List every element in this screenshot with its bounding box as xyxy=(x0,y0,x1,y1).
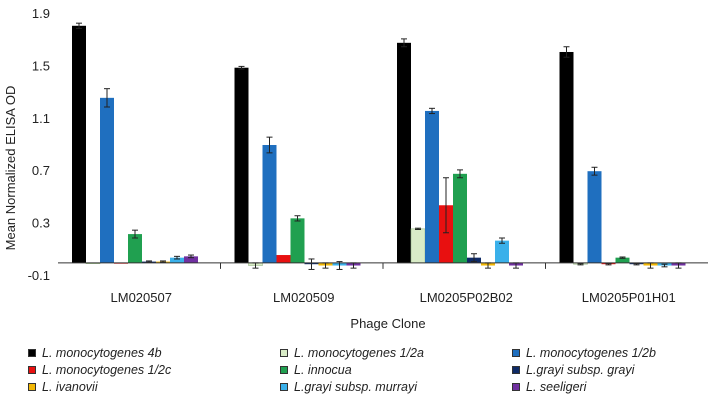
legend-label-genus: L. xyxy=(294,346,305,360)
bar xyxy=(439,205,453,263)
bar xyxy=(72,25,86,263)
x-tick-label: LM0205P02B02 xyxy=(420,290,513,305)
x-tick-label: LM020507 xyxy=(111,290,172,305)
legend-label-species: subsp. murrayi xyxy=(331,380,417,394)
bar xyxy=(495,240,509,263)
bar xyxy=(184,256,198,263)
bar-chart: -0.10.30.71.11.51.9 LM020507 LM020509 LM02… xyxy=(3,6,708,331)
legend-label-genus: L. xyxy=(526,380,537,394)
legend-swatch xyxy=(28,383,36,391)
bar xyxy=(290,218,305,263)
bar xyxy=(425,110,439,263)
legend-item: L. monocytogenes 1/2a xyxy=(280,346,424,360)
legend-label-genus: L. xyxy=(42,346,53,360)
legend-item: L. monocytogenes 1/2c xyxy=(28,363,171,377)
x-tick-label: LM0205P01H01 xyxy=(582,290,676,305)
legend-item: L. innocua xyxy=(280,363,352,377)
legend-swatch xyxy=(280,383,288,391)
legend-label-genus: L.grayi xyxy=(294,380,332,394)
legend-label-species: monocytogenes 1/2c xyxy=(52,363,172,377)
legend-label-genus: L. xyxy=(526,346,537,360)
bar xyxy=(559,51,574,263)
y-axis-ticks: -0.1 0.3 0.7 1.1 1.5 1.9 xyxy=(28,6,50,283)
legend-swatch xyxy=(512,366,520,374)
legend-item: L.grayi subsp. murrayi xyxy=(280,380,417,394)
y-tick-label: 1.5 xyxy=(32,58,50,73)
bar xyxy=(615,257,630,263)
legend-item: L. ivanovii xyxy=(28,380,98,394)
x-tick-label: LM020509 xyxy=(273,290,334,305)
bar xyxy=(397,42,411,263)
legend-swatch xyxy=(280,366,288,374)
legend-label-genus: L. xyxy=(294,363,305,377)
legend-label-species: ivanovii xyxy=(52,380,98,394)
bar xyxy=(410,228,426,264)
bar xyxy=(128,234,142,263)
y-tick-label: 1.1 xyxy=(32,111,50,126)
y-tick-label: -0.1 xyxy=(28,268,50,283)
y-tick-label: 0.7 xyxy=(32,163,50,178)
legend-item: L. seeligeri xyxy=(512,380,586,394)
legend-label-species: seeligeri xyxy=(536,380,587,394)
legend-label-genus: L. xyxy=(42,363,53,377)
legend-label-species: monocytogenes 1/2a xyxy=(304,346,424,360)
legend-item: L. monocytogenes 1/2b xyxy=(512,346,656,360)
y-tick-label: 0.3 xyxy=(32,216,50,231)
legend-swatch xyxy=(512,349,520,357)
bar xyxy=(262,145,277,263)
legend-label-species: subsp. grayi xyxy=(563,363,635,377)
bar xyxy=(276,255,291,263)
legend-swatch xyxy=(28,349,36,357)
bars xyxy=(72,25,686,266)
legend-label-species: innocua xyxy=(304,363,352,377)
legend-label-species: monocytogenes 4b xyxy=(52,346,162,360)
y-tick-label: 1.9 xyxy=(32,6,50,21)
x-axis-label: Phage Clone xyxy=(350,316,425,331)
bar xyxy=(234,67,249,263)
legend-swatch xyxy=(280,349,288,357)
bar xyxy=(100,97,114,263)
y-axis-label: Mean Normalized ELISA OD xyxy=(3,86,18,251)
legend-label-genus: L.grayi xyxy=(526,363,564,377)
bar xyxy=(453,173,467,263)
legend-swatch xyxy=(512,383,520,391)
legend-swatch xyxy=(28,366,36,374)
x-axis-ticks: LM020507 LM020509 LM0205P02B02 LM0205P01H01 xyxy=(111,262,676,305)
legend-label-species: monocytogenes 1/2b xyxy=(536,346,656,360)
legend-label-genus: L. xyxy=(42,380,53,394)
error-bars xyxy=(76,22,682,270)
legend-item: L.grayi subsp. grayi xyxy=(512,363,634,377)
bar xyxy=(170,257,184,263)
bar xyxy=(587,171,602,263)
legend-item: L. monocytogenes 4b xyxy=(28,346,162,360)
